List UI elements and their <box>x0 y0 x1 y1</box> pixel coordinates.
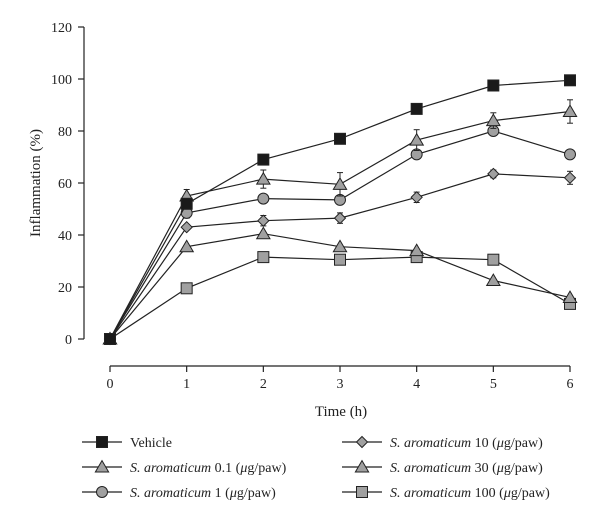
legend-marker <box>354 459 370 473</box>
chart-axes: 0 20 40 60 80 100 120 0 1 2 3 4 5 6 <box>51 21 574 392</box>
legend-marker <box>96 436 108 448</box>
data-point <box>409 132 425 146</box>
series-0 <box>104 74 576 345</box>
data-point <box>487 79 500 92</box>
data-point <box>257 251 270 264</box>
data-point <box>257 153 270 166</box>
legend-item-5: S. aromaticum 100 (μg/paw) <box>342 486 550 501</box>
data-point <box>333 211 347 225</box>
legend-label: S. aromaticum 10 (μg/paw) <box>390 436 543 451</box>
legend-label: S. aromaticum 30 (μg/paw) <box>390 461 543 476</box>
y-axis-title: Inflammation (%) <box>28 129 44 237</box>
y-tick-label: 100 <box>51 73 72 88</box>
data-point <box>179 239 195 253</box>
x-tick-label: 0 <box>107 377 114 392</box>
data-point <box>180 282 193 295</box>
data-point <box>564 74 576 87</box>
legend-item-4: S. aromaticum 30 (μg/paw) <box>342 459 543 476</box>
data-point <box>487 253 500 266</box>
series-line <box>109 256 571 340</box>
x-tick-label: 6 <box>567 377 574 392</box>
legend-label: Vehicle <box>130 436 172 451</box>
data-point <box>180 220 193 234</box>
data-point <box>485 113 501 127</box>
x-axis-title: Time (h) <box>315 404 367 420</box>
y-tick-label: 0 <box>65 333 72 348</box>
y-tick-label: 40 <box>58 229 72 244</box>
legend-label: S. aromaticum 1 (μg/paw) <box>130 486 276 501</box>
x-tick-label: 2 <box>260 377 267 392</box>
x-tick-label: 3 <box>337 377 344 392</box>
data-point <box>255 226 271 240</box>
series-layer <box>102 74 578 346</box>
data-point <box>410 102 423 115</box>
series-5 <box>104 251 576 345</box>
legend-label: S. aromaticum 0.1 (μg/paw) <box>130 461 287 476</box>
x-tick-label: 5 <box>490 377 497 392</box>
y-tick-label: 80 <box>58 125 72 140</box>
data-point <box>485 273 501 287</box>
legend-item-1: S. aromaticum 0.1 (μg/paw) <box>82 459 287 476</box>
legend-marker <box>94 459 110 473</box>
data-point <box>487 167 500 181</box>
legend-item-3: S. aromaticum 10 (μg/paw) <box>342 435 543 451</box>
x-tick-label: 1 <box>183 377 190 392</box>
series-2 <box>104 125 576 345</box>
data-point <box>257 192 270 205</box>
series-line <box>109 130 571 340</box>
legend: Vehicle S. aromaticum 0.1 (μg/paw) S. arom… <box>82 435 550 501</box>
data-point <box>562 104 578 118</box>
x-tick-label: 4 <box>413 377 420 392</box>
data-point <box>563 171 577 185</box>
legend-marker <box>356 486 368 498</box>
legend-marker <box>355 435 369 449</box>
data-point <box>410 191 423 204</box>
legend-item-0: Vehicle <box>82 436 172 451</box>
data-point <box>562 290 578 303</box>
data-point <box>180 197 193 210</box>
data-point <box>564 148 576 161</box>
legend-label: S. aromaticum 100 (μg/paw) <box>390 486 550 501</box>
legend-item-2: S. aromaticum 1 (μg/paw) <box>82 486 276 501</box>
data-point <box>257 214 270 227</box>
data-point <box>332 239 348 253</box>
y-tick-label: 60 <box>58 177 72 192</box>
y-tick-label: 120 <box>51 21 72 36</box>
data-point <box>332 176 348 190</box>
legend-marker <box>96 486 108 498</box>
data-point <box>334 132 346 145</box>
y-tick-label: 20 <box>58 281 72 296</box>
data-point <box>104 333 116 345</box>
data-point <box>334 253 346 266</box>
data-point <box>409 243 425 257</box>
data-point <box>255 171 271 185</box>
series-3 <box>103 167 577 346</box>
